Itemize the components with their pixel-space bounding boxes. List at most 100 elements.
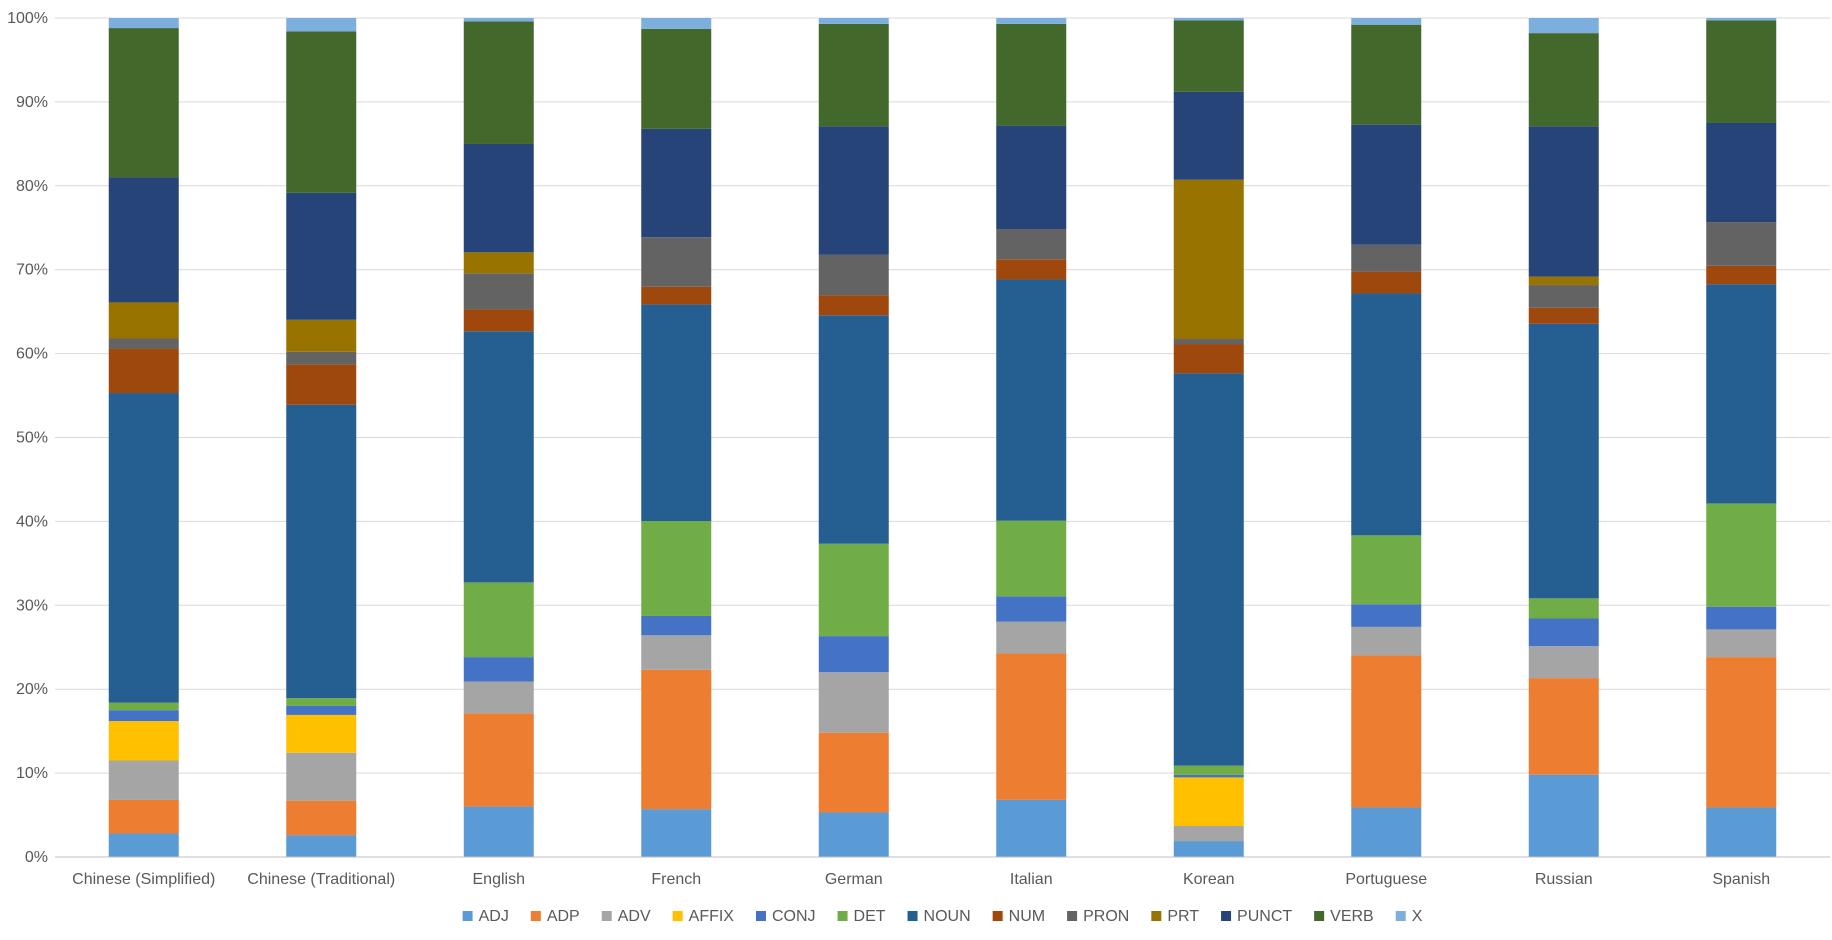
bar-segment-punct xyxy=(1706,122,1777,223)
legend-item: VERB xyxy=(1314,908,1374,925)
bar-segment-noun xyxy=(818,315,889,544)
bar-segment-det xyxy=(1528,598,1599,619)
legend-item: PUNCT xyxy=(1221,908,1292,925)
bar-segment-conj xyxy=(463,657,534,682)
bar-segment-verb xyxy=(1528,33,1599,127)
bar-segment-adj xyxy=(1351,807,1422,857)
bar-segment-adv xyxy=(463,681,534,714)
y-tick-label: 100% xyxy=(7,10,48,27)
bar-segment-adv xyxy=(641,635,712,670)
bar-segment-adv xyxy=(1351,626,1422,656)
legend-swatch xyxy=(1067,911,1078,921)
legend-label: AFFIX xyxy=(689,908,735,925)
bar-segment-prt xyxy=(108,302,179,339)
bar-segment-punct xyxy=(996,125,1067,230)
legend-swatch xyxy=(672,911,683,921)
bar-segment-adp xyxy=(1351,655,1422,808)
bar-segment-adj xyxy=(818,812,889,857)
legend-swatch xyxy=(992,911,1003,921)
bar-segment-conj xyxy=(641,615,712,636)
bar-segment-pron xyxy=(286,351,357,365)
bar-segment-verb xyxy=(108,28,179,178)
legend-swatch xyxy=(462,911,473,921)
bar-segment-det xyxy=(1351,535,1422,605)
bar-segment-num xyxy=(463,309,534,332)
x-tick-label: Chinese (Traditional) xyxy=(247,871,395,888)
bar-segment-affix xyxy=(1173,777,1244,826)
bar-segment-num xyxy=(818,295,889,316)
legend-item: CONJ xyxy=(755,908,816,925)
bar-segment-noun xyxy=(1173,373,1244,766)
bar-segment-x xyxy=(1706,18,1777,21)
legend-swatch xyxy=(1151,911,1162,921)
bar-segment-adj xyxy=(463,806,534,857)
bar-segment-pron xyxy=(996,229,1067,260)
bar-segment-conj xyxy=(1706,606,1777,630)
bar-segment-num xyxy=(1528,307,1599,324)
bar-segment-x xyxy=(996,18,1067,24)
legend-item: ADJ xyxy=(462,908,509,925)
bar-segment-prt xyxy=(1528,276,1599,286)
bar-segment-conj xyxy=(1528,618,1599,647)
y-tick-label: 70% xyxy=(16,262,48,279)
y-tick-label: 90% xyxy=(16,94,48,111)
legend-label: ADV xyxy=(618,908,651,925)
bar-stack xyxy=(1351,18,1422,857)
legend-item: DET xyxy=(837,908,886,925)
bar-segment-adv xyxy=(1173,825,1244,842)
bar-segment-x xyxy=(1351,18,1422,25)
bar-segment-det xyxy=(286,698,357,706)
legend-label: ADP xyxy=(547,908,580,925)
legend-swatch xyxy=(1221,911,1232,921)
x-tick-label: French xyxy=(651,871,701,888)
legend-item: PRON xyxy=(1067,908,1129,925)
bar-segment-num xyxy=(1351,271,1422,294)
bar-segment-adv xyxy=(996,621,1067,654)
bar-segment-num xyxy=(641,286,712,305)
bar-segment-punct xyxy=(286,192,357,320)
bar-segment-noun xyxy=(996,279,1067,521)
bar-segment-pron xyxy=(1706,222,1777,266)
bar-stack xyxy=(818,18,889,857)
y-tick-label: 30% xyxy=(16,597,48,614)
legend-item: PRT xyxy=(1151,908,1199,925)
bar-stack xyxy=(1706,18,1777,857)
bar-segment-det xyxy=(463,582,534,658)
legend-label: X xyxy=(1412,908,1423,925)
bar-segment-num xyxy=(996,259,1067,280)
legend-label: DET xyxy=(854,908,886,925)
legend-swatch xyxy=(601,911,612,921)
legend: ADJ ADP ADV AFFIX CONJ DET NOUN NUM PRON PRT PUNCT… xyxy=(462,908,1423,925)
y-tick-label: 40% xyxy=(16,513,48,530)
legend-swatch xyxy=(907,911,918,921)
y-tick-label: 60% xyxy=(16,346,48,363)
bar-stacks xyxy=(108,18,1777,857)
legend-label: PRON xyxy=(1083,908,1129,925)
legend-swatch xyxy=(1395,911,1406,921)
legend-swatch xyxy=(1314,911,1325,921)
bar-segment-affix xyxy=(286,714,357,753)
bar-segment-pron xyxy=(641,237,712,287)
bar-segment-adv xyxy=(1528,646,1599,679)
bar-stack xyxy=(463,18,534,857)
bar-segment-adj xyxy=(286,835,357,857)
legend-label: PRT xyxy=(1167,908,1199,925)
x-tick-label: Spanish xyxy=(1712,871,1770,888)
bar-segment-verb xyxy=(1706,20,1777,123)
bar-segment-det xyxy=(996,520,1067,597)
bar-segment-adp xyxy=(1528,678,1599,775)
bar-segment-punct xyxy=(108,177,179,303)
bar-segment-adj xyxy=(1173,841,1244,857)
bar-segment-pron xyxy=(463,273,534,310)
bar-stack xyxy=(1173,18,1244,857)
bar-segment-adj xyxy=(1706,807,1777,857)
legend-item: ADP xyxy=(530,908,580,925)
legend-item: X xyxy=(1395,908,1423,925)
bar-segment-adj xyxy=(108,833,179,857)
bar-segment-adp xyxy=(996,653,1067,800)
bar-segment-punct xyxy=(818,126,889,255)
legend-label: CONJ xyxy=(772,908,816,925)
bar-segment-affix xyxy=(108,721,179,761)
bar-segment-punct xyxy=(463,143,534,253)
